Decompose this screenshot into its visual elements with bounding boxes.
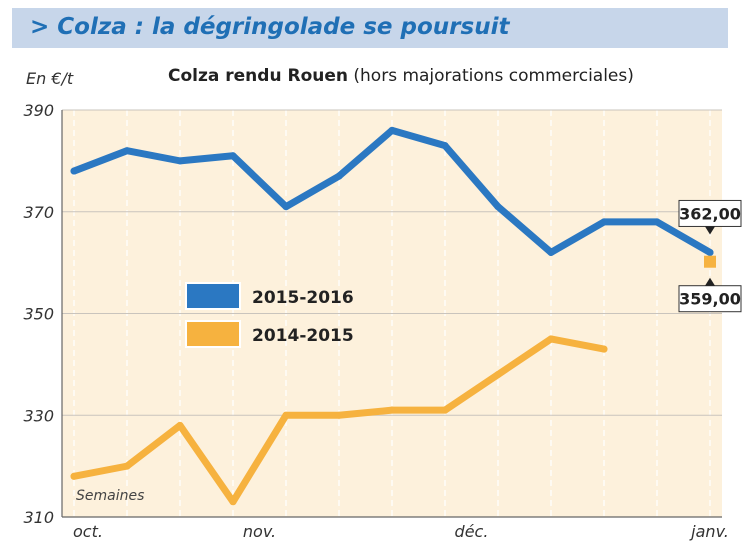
data-point: [600, 218, 608, 226]
y-tick-label: 310: [23, 508, 54, 527]
y-tick-label: 330: [23, 406, 54, 425]
data-point-2015-2016-latest: [704, 255, 716, 268]
y-tick-label: 390: [23, 101, 54, 120]
data-point: [123, 147, 131, 155]
value-callout-label: 359,00: [679, 290, 741, 309]
y-tick-label: 350: [23, 305, 54, 324]
data-point: [335, 172, 343, 180]
x-axis-label: Semaines: [76, 488, 144, 504]
value-callout-pointer: [705, 277, 715, 286]
value-callout-pointer: [705, 226, 715, 235]
data-point: [123, 462, 131, 470]
header-banner: > Colza : la dégringolade se poursuit: [12, 8, 728, 48]
data-point: [547, 335, 555, 343]
x-tick-label: nov.: [243, 522, 276, 541]
chart-title: Colza rendu Rouen (hors majorations comm…: [168, 66, 634, 86]
y-tick-label: 370: [23, 203, 54, 222]
data-point: [70, 472, 78, 480]
data-point: [388, 126, 396, 134]
x-tick-label: janv.: [689, 522, 729, 541]
data-point: [229, 152, 237, 160]
data-point: [282, 411, 290, 419]
value-callout-box: [678, 199, 742, 227]
value-callout-label: 362,00: [679, 204, 741, 223]
data-point: [388, 406, 396, 414]
x-tick-label: déc.: [455, 522, 489, 541]
data-point: [494, 203, 502, 211]
legend-label: 2015-2016: [252, 288, 354, 308]
data-point: [282, 203, 290, 211]
header-title: > Colza : la dégringolade se poursuit: [30, 14, 510, 40]
data-point: [600, 345, 608, 353]
data-point: [706, 248, 714, 256]
data-point: [229, 498, 237, 506]
data-point: [70, 167, 78, 175]
legend-swatch: [185, 320, 241, 348]
data-point: [441, 142, 449, 150]
legend-label: 2014-2015: [252, 326, 354, 346]
data-point: [176, 421, 184, 429]
data-point: [441, 406, 449, 414]
chart-subtitle: (hors majorations commerciales): [353, 66, 634, 86]
y-axis-unit-label: En €/t: [26, 69, 74, 88]
chart-title-main: Colza rendu Rouen: [168, 66, 348, 86]
data-point: [176, 157, 184, 165]
data-point: [335, 411, 343, 419]
data-point: [494, 371, 502, 379]
data-point: [547, 248, 555, 256]
data-point: [653, 218, 661, 226]
legend-swatch: [185, 282, 241, 310]
x-tick-label: oct.: [73, 522, 103, 541]
